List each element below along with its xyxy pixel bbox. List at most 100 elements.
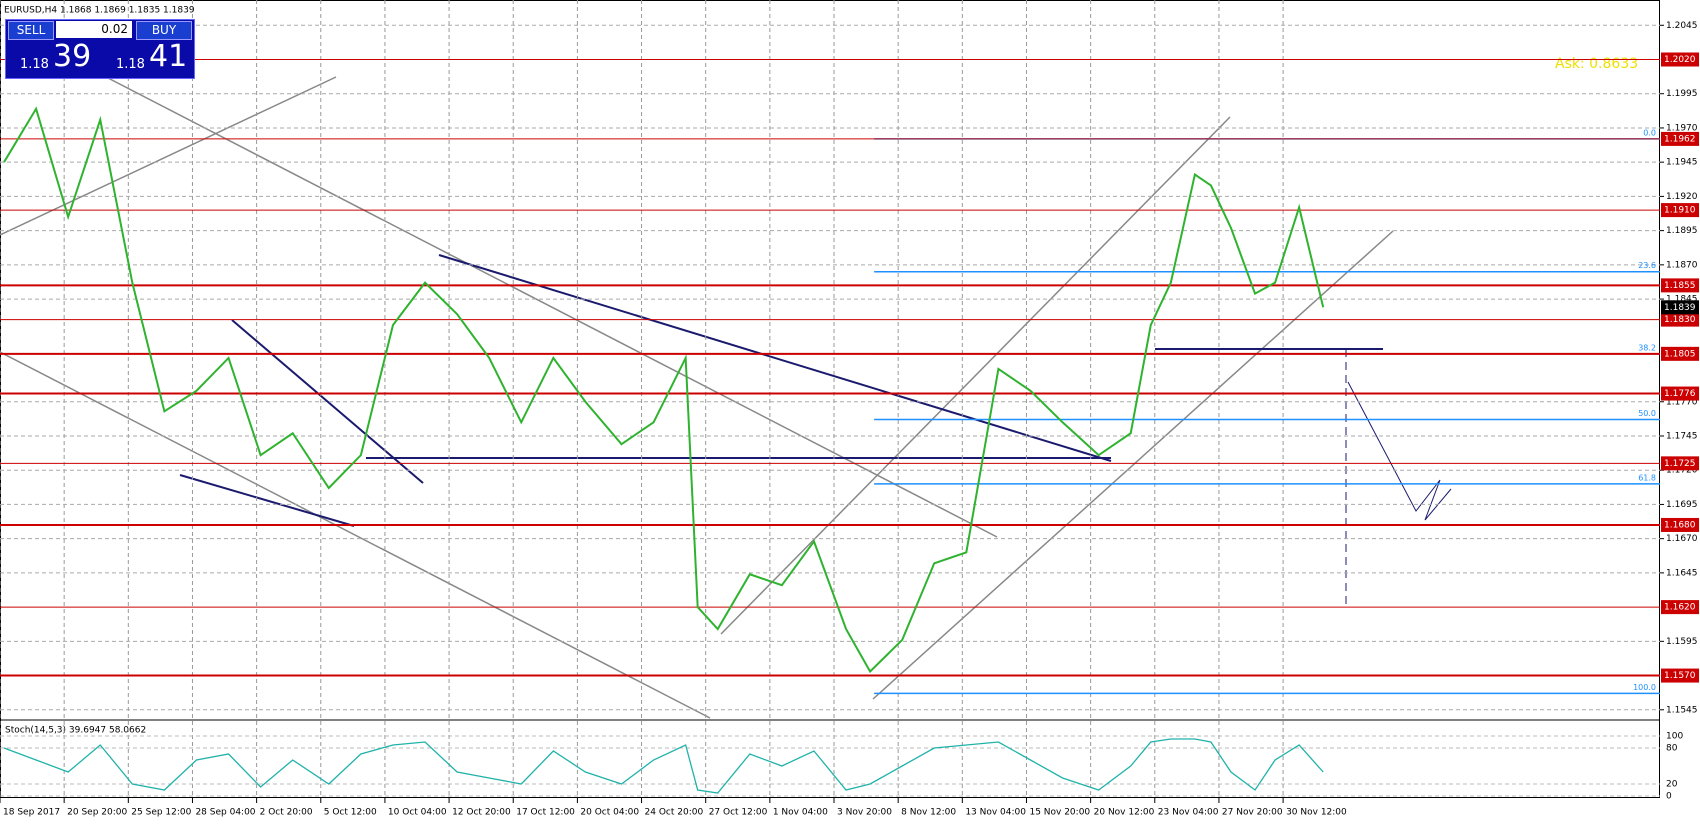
stoch-tick-label: 20 — [1666, 780, 1678, 790]
y-tick-label: 1.1870 — [1666, 260, 1698, 270]
buy-big: 41 — [149, 39, 188, 74]
x-tick-label: 28 Sep 04:00 — [195, 808, 255, 818]
level-label: 1.1910 — [1664, 206, 1696, 216]
x-tick-label: 3 Nov 20:00 — [837, 808, 892, 818]
trend-line — [0, 351, 711, 719]
x-tick-label: 25 Sep 12:00 — [131, 808, 191, 818]
y-tick-label: 1.1770 — [1666, 397, 1698, 407]
x-tick-label: 10 Oct 04:00 — [388, 808, 447, 818]
stoch-title: Stoch(14,5,3) 39.6947 58.0662 — [5, 726, 146, 736]
y-tick-label: 1.1720 — [1666, 466, 1698, 476]
fib-label: 100.0 — [1633, 683, 1656, 692]
level-label: 1.1855 — [1664, 281, 1696, 291]
level-box — [1661, 52, 1699, 67]
trend-line — [179, 474, 355, 527]
lot-input[interactable]: 0.02 — [56, 21, 132, 38]
x-tick-label: 1 Nov 04:00 — [773, 808, 828, 818]
y-tick-label: 1.1845 — [1666, 295, 1698, 305]
x-tick-label: 12 Oct 20:00 — [452, 808, 511, 818]
ohlc-header: 1.1868 1.1869 1.1835 1.1839 — [60, 6, 195, 16]
y-tick-label: 1.1895 — [1666, 226, 1698, 236]
level-label: 1.1570 — [1664, 671, 1696, 681]
sell-price[interactable]: 1.18 39 — [8, 39, 94, 76]
x-tick-label: 17 Oct 12:00 — [516, 808, 575, 818]
x-tick-label: 15 Nov 20:00 — [1029, 808, 1090, 818]
x-tick-label: 8 Nov 12:00 — [901, 808, 956, 818]
stoch-tick-label: 100 — [1666, 732, 1683, 742]
y-tick-label: 1.1745 — [1666, 431, 1698, 441]
buy-price[interactable]: 1.18 41 — [104, 39, 190, 76]
x-tick-label: 24 Oct 20:00 — [645, 808, 704, 818]
buy-button[interactable]: BUY — [136, 21, 192, 40]
y-tick-label: 1.1645 — [1666, 568, 1698, 578]
fib-label: 38.2 — [1638, 343, 1656, 352]
level-label: 1.1805 — [1664, 349, 1696, 359]
level-box — [1661, 668, 1699, 683]
y-tick-label: 1.1920 — [1666, 192, 1698, 202]
stoch-tick-label: 80 — [1666, 744, 1678, 754]
level-box — [1661, 386, 1699, 401]
y-tick-label: 1.1545 — [1666, 705, 1698, 715]
x-tick-label: 5 Oct 12:00 — [324, 808, 377, 818]
level-label: 1.2020 — [1664, 55, 1696, 65]
y-tick-label: 1.1970 — [1666, 123, 1698, 133]
y-tick-label: 1.1995 — [1666, 89, 1698, 99]
fib-label: 23.6 — [1638, 261, 1656, 270]
level-label: 1.1962 — [1664, 134, 1696, 144]
trend-line — [438, 254, 1112, 462]
level-label: 1.1776 — [1664, 389, 1696, 399]
current-price: 1.1839 — [1664, 303, 1696, 313]
x-tick-label: 30 Nov 12:00 — [1286, 808, 1347, 818]
trend-line — [0, 76, 337, 236]
x-tick-label: 2 Oct 20:00 — [260, 808, 313, 818]
y-tick-label: 1.1695 — [1666, 500, 1698, 510]
level-box — [1661, 600, 1699, 615]
projection — [1347, 381, 1452, 521]
navy-lines — [179, 254, 1383, 527]
level-label: 1.1725 — [1664, 459, 1696, 469]
level-box — [1661, 131, 1699, 146]
trend-line — [720, 116, 1231, 635]
price-line — [3, 106, 1325, 674]
buy-prefix: 1.18 — [116, 57, 145, 72]
x-tick-label: 18 Sep 2017 — [3, 808, 60, 818]
symbol-header: EURUSD,H4 — [4, 6, 57, 16]
x-tick-label: 27 Nov 20:00 — [1222, 808, 1283, 818]
y-tick-label: 1.2045 — [1666, 21, 1698, 31]
level-box — [1661, 203, 1699, 218]
level-box — [1661, 346, 1699, 361]
level-label: 1.1680 — [1664, 520, 1696, 530]
sell-big: 39 — [53, 39, 92, 74]
y-tick-label: 1.1670 — [1666, 534, 1698, 544]
x-tick-label: 20 Oct 04:00 — [580, 808, 639, 818]
x-tick-label: 13 Nov 04:00 — [965, 808, 1026, 818]
level-box — [1661, 278, 1699, 293]
trend-lines — [0, 76, 1394, 719]
x-tick-label: 23 Nov 04:00 — [1158, 808, 1219, 818]
y-tick-label: 1.1945 — [1666, 158, 1698, 168]
one-click-trading: SELL 0.02 BUY 1.18 39 1.18 41 — [5, 19, 195, 79]
sell-prefix: 1.18 — [20, 57, 49, 72]
trend-line — [107, 77, 998, 538]
level-label: 1.1620 — [1664, 603, 1696, 613]
stoch-line — [3, 738, 1324, 794]
x-tick-label: 20 Sep 20:00 — [67, 808, 127, 818]
fib-label: 0.0 — [1643, 128, 1656, 137]
plot-frame — [0, 0, 1660, 798]
sell-button[interactable]: SELL — [8, 21, 54, 40]
x-tick-label: 20 Nov 12:00 — [1094, 808, 1155, 818]
level-label: 1.1830 — [1664, 315, 1696, 325]
ask-label: Ask: 0.8633 — [1555, 56, 1638, 72]
fib-label: 61.8 — [1638, 473, 1656, 482]
level-box — [1661, 312, 1699, 327]
y-tick-label: 1.1595 — [1666, 637, 1698, 647]
trend-line — [872, 230, 1394, 700]
level-box — [1661, 456, 1699, 471]
fib-label: 50.0 — [1638, 409, 1656, 418]
trend-line — [231, 319, 424, 484]
stoch-tick-label: 0 — [1666, 792, 1672, 802]
level-box — [1661, 517, 1699, 532]
x-tick-label: 27 Oct 12:00 — [709, 808, 768, 818]
